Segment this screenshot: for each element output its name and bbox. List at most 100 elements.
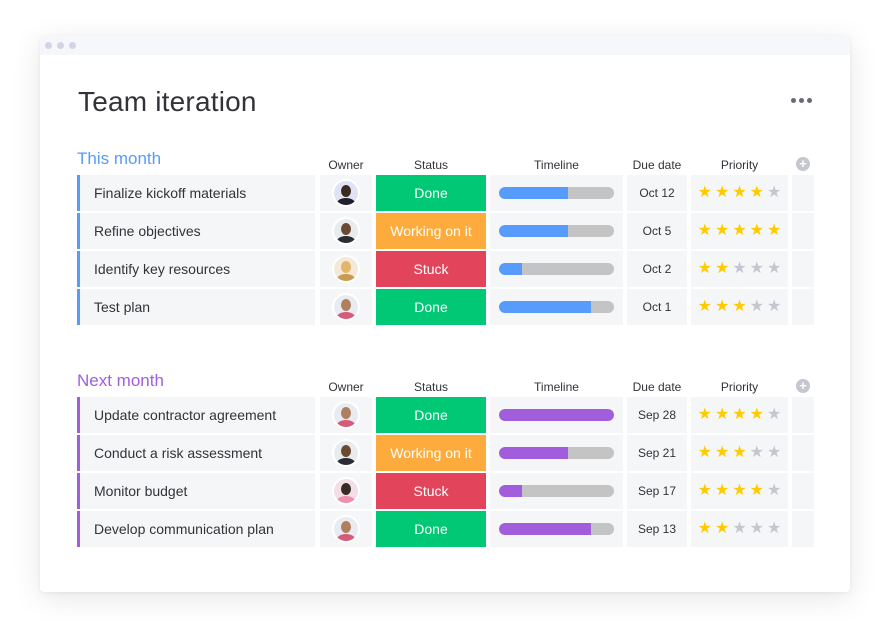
star-icon[interactable]: ★	[697, 444, 712, 461]
column-header-due-date[interactable]: Due date	[632, 158, 682, 172]
star-icon[interactable]: ★	[697, 260, 712, 277]
avatar[interactable]	[332, 217, 360, 245]
star-icon[interactable]: ★	[732, 184, 747, 201]
star-icon[interactable]: ★	[767, 520, 782, 537]
status-badge[interactable]: Working on it	[376, 213, 486, 249]
star-icon[interactable]: ★	[714, 260, 730, 277]
column-header-owner[interactable]: Owner	[328, 158, 364, 172]
due-date[interactable]: Oct 1	[627, 289, 687, 325]
timeline-cell[interactable]	[490, 251, 623, 287]
priority-rating[interactable]: ★ ★ ★ ★ ★	[691, 397, 788, 433]
star-icon[interactable]: ★	[749, 444, 765, 461]
star-icon[interactable]: ★	[767, 260, 782, 277]
table-row[interactable]: Develop communication plan Done Sep 13 ★…	[77, 511, 815, 547]
star-icon[interactable]: ★	[749, 482, 765, 499]
owner-cell[interactable]	[320, 213, 372, 249]
due-date[interactable]: Oct 5	[627, 213, 687, 249]
timeline-cell[interactable]	[490, 213, 623, 249]
owner-cell[interactable]	[320, 175, 372, 211]
column-header-timeline[interactable]: Timeline	[534, 158, 579, 172]
due-date[interactable]: Sep 21	[627, 435, 687, 471]
star-icon[interactable]: ★	[714, 184, 730, 201]
timeline-cell[interactable]	[490, 435, 623, 471]
table-row[interactable]: Monitor budget Stuck Sep 17 ★ ★ ★ ★ ★	[77, 473, 815, 509]
priority-rating[interactable]: ★ ★ ★ ★ ★	[691, 251, 788, 287]
due-date[interactable]: Oct 2	[627, 251, 687, 287]
column-header-priority[interactable]: Priority	[720, 380, 759, 394]
star-icon[interactable]: ★	[767, 222, 782, 239]
item-name[interactable]: Develop communication plan	[77, 511, 315, 547]
owner-cell[interactable]	[320, 397, 372, 433]
star-icon[interactable]: ★	[714, 222, 730, 239]
column-header-status[interactable]: Status	[413, 158, 449, 172]
owner-cell[interactable]	[320, 511, 372, 547]
group-title[interactable]: This month	[77, 149, 162, 168]
timeline-cell[interactable]	[490, 473, 623, 509]
column-header-timeline[interactable]: Timeline	[534, 380, 579, 394]
status-badge[interactable]: Stuck	[376, 251, 486, 287]
table-row[interactable]: Identify key resources Stuck Oct 2 ★ ★ ★ ★ ★	[77, 251, 815, 287]
avatar[interactable]	[332, 293, 360, 321]
timeline-cell[interactable]	[490, 511, 623, 547]
star-icon[interactable]: ★	[714, 406, 730, 423]
owner-cell[interactable]	[320, 251, 372, 287]
status-badge[interactable]: Done	[376, 175, 486, 211]
item-name[interactable]: Test plan	[77, 289, 315, 325]
star-icon[interactable]: ★	[697, 222, 712, 239]
star-icon[interactable]: ★	[732, 260, 747, 277]
status-badge[interactable]: Done	[376, 289, 486, 325]
status-badge[interactable]: Stuck	[376, 473, 486, 509]
star-icon[interactable]: ★	[732, 406, 747, 423]
item-name[interactable]: Finalize kickoff materials	[77, 175, 315, 211]
star-icon[interactable]: ★	[714, 298, 730, 315]
star-icon[interactable]: ★	[697, 482, 712, 499]
owner-cell[interactable]	[320, 473, 372, 509]
star-icon[interactable]: ★	[767, 482, 782, 499]
star-icon[interactable]: ★	[767, 406, 782, 423]
priority-rating[interactable]: ★ ★ ★ ★ ★	[691, 213, 788, 249]
star-icon[interactable]: ★	[714, 520, 730, 537]
avatar[interactable]	[332, 515, 360, 543]
column-header-owner[interactable]: Owner	[328, 380, 364, 394]
star-icon[interactable]: ★	[697, 520, 712, 537]
item-name[interactable]: Identify key resources	[77, 251, 315, 287]
due-date[interactable]: Sep 17	[627, 473, 687, 509]
add-column-icon[interactable]: +	[796, 379, 810, 393]
star-icon[interactable]: ★	[749, 298, 765, 315]
status-badge[interactable]: Done	[376, 397, 486, 433]
avatar[interactable]	[332, 255, 360, 283]
due-date[interactable]: Sep 13	[627, 511, 687, 547]
timeline-cell[interactable]	[490, 397, 623, 433]
star-icon[interactable]: ★	[767, 298, 782, 315]
avatar[interactable]	[332, 439, 360, 467]
star-icon[interactable]: ★	[697, 406, 712, 423]
priority-rating[interactable]: ★ ★ ★ ★ ★	[691, 511, 788, 547]
timeline-cell[interactable]	[490, 289, 623, 325]
item-name[interactable]: Refine objectives	[77, 213, 315, 249]
star-icon[interactable]: ★	[697, 184, 712, 201]
column-header-status[interactable]: Status	[413, 380, 449, 394]
star-icon[interactable]: ★	[749, 406, 765, 423]
item-name[interactable]: Conduct a risk assessment	[77, 435, 315, 471]
star-icon[interactable]: ★	[749, 222, 765, 239]
add-column-icon[interactable]: +	[796, 157, 810, 171]
item-name[interactable]: Update contractor agreement	[77, 397, 315, 433]
avatar[interactable]	[332, 401, 360, 429]
star-icon[interactable]: ★	[749, 184, 765, 201]
due-date[interactable]: Sep 28	[627, 397, 687, 433]
column-header-priority[interactable]: Priority	[720, 158, 759, 172]
star-icon[interactable]: ★	[732, 298, 747, 315]
star-icon[interactable]: ★	[732, 482, 747, 499]
star-icon[interactable]: ★	[714, 482, 730, 499]
priority-rating[interactable]: ★ ★ ★ ★ ★	[691, 289, 788, 325]
timeline-cell[interactable]	[490, 175, 623, 211]
priority-rating[interactable]: ★ ★ ★ ★ ★	[691, 175, 788, 211]
star-icon[interactable]: ★	[714, 444, 730, 461]
status-badge[interactable]: Working on it	[376, 435, 486, 471]
table-row[interactable]: Finalize kickoff materials Done Oct 12 ★…	[77, 175, 815, 211]
star-icon[interactable]: ★	[732, 520, 747, 537]
due-date[interactable]: Oct 12	[627, 175, 687, 211]
star-icon[interactable]: ★	[749, 260, 765, 277]
star-icon[interactable]: ★	[732, 222, 747, 239]
table-row[interactable]: Test plan Done Oct 1 ★ ★ ★ ★ ★	[77, 289, 815, 325]
